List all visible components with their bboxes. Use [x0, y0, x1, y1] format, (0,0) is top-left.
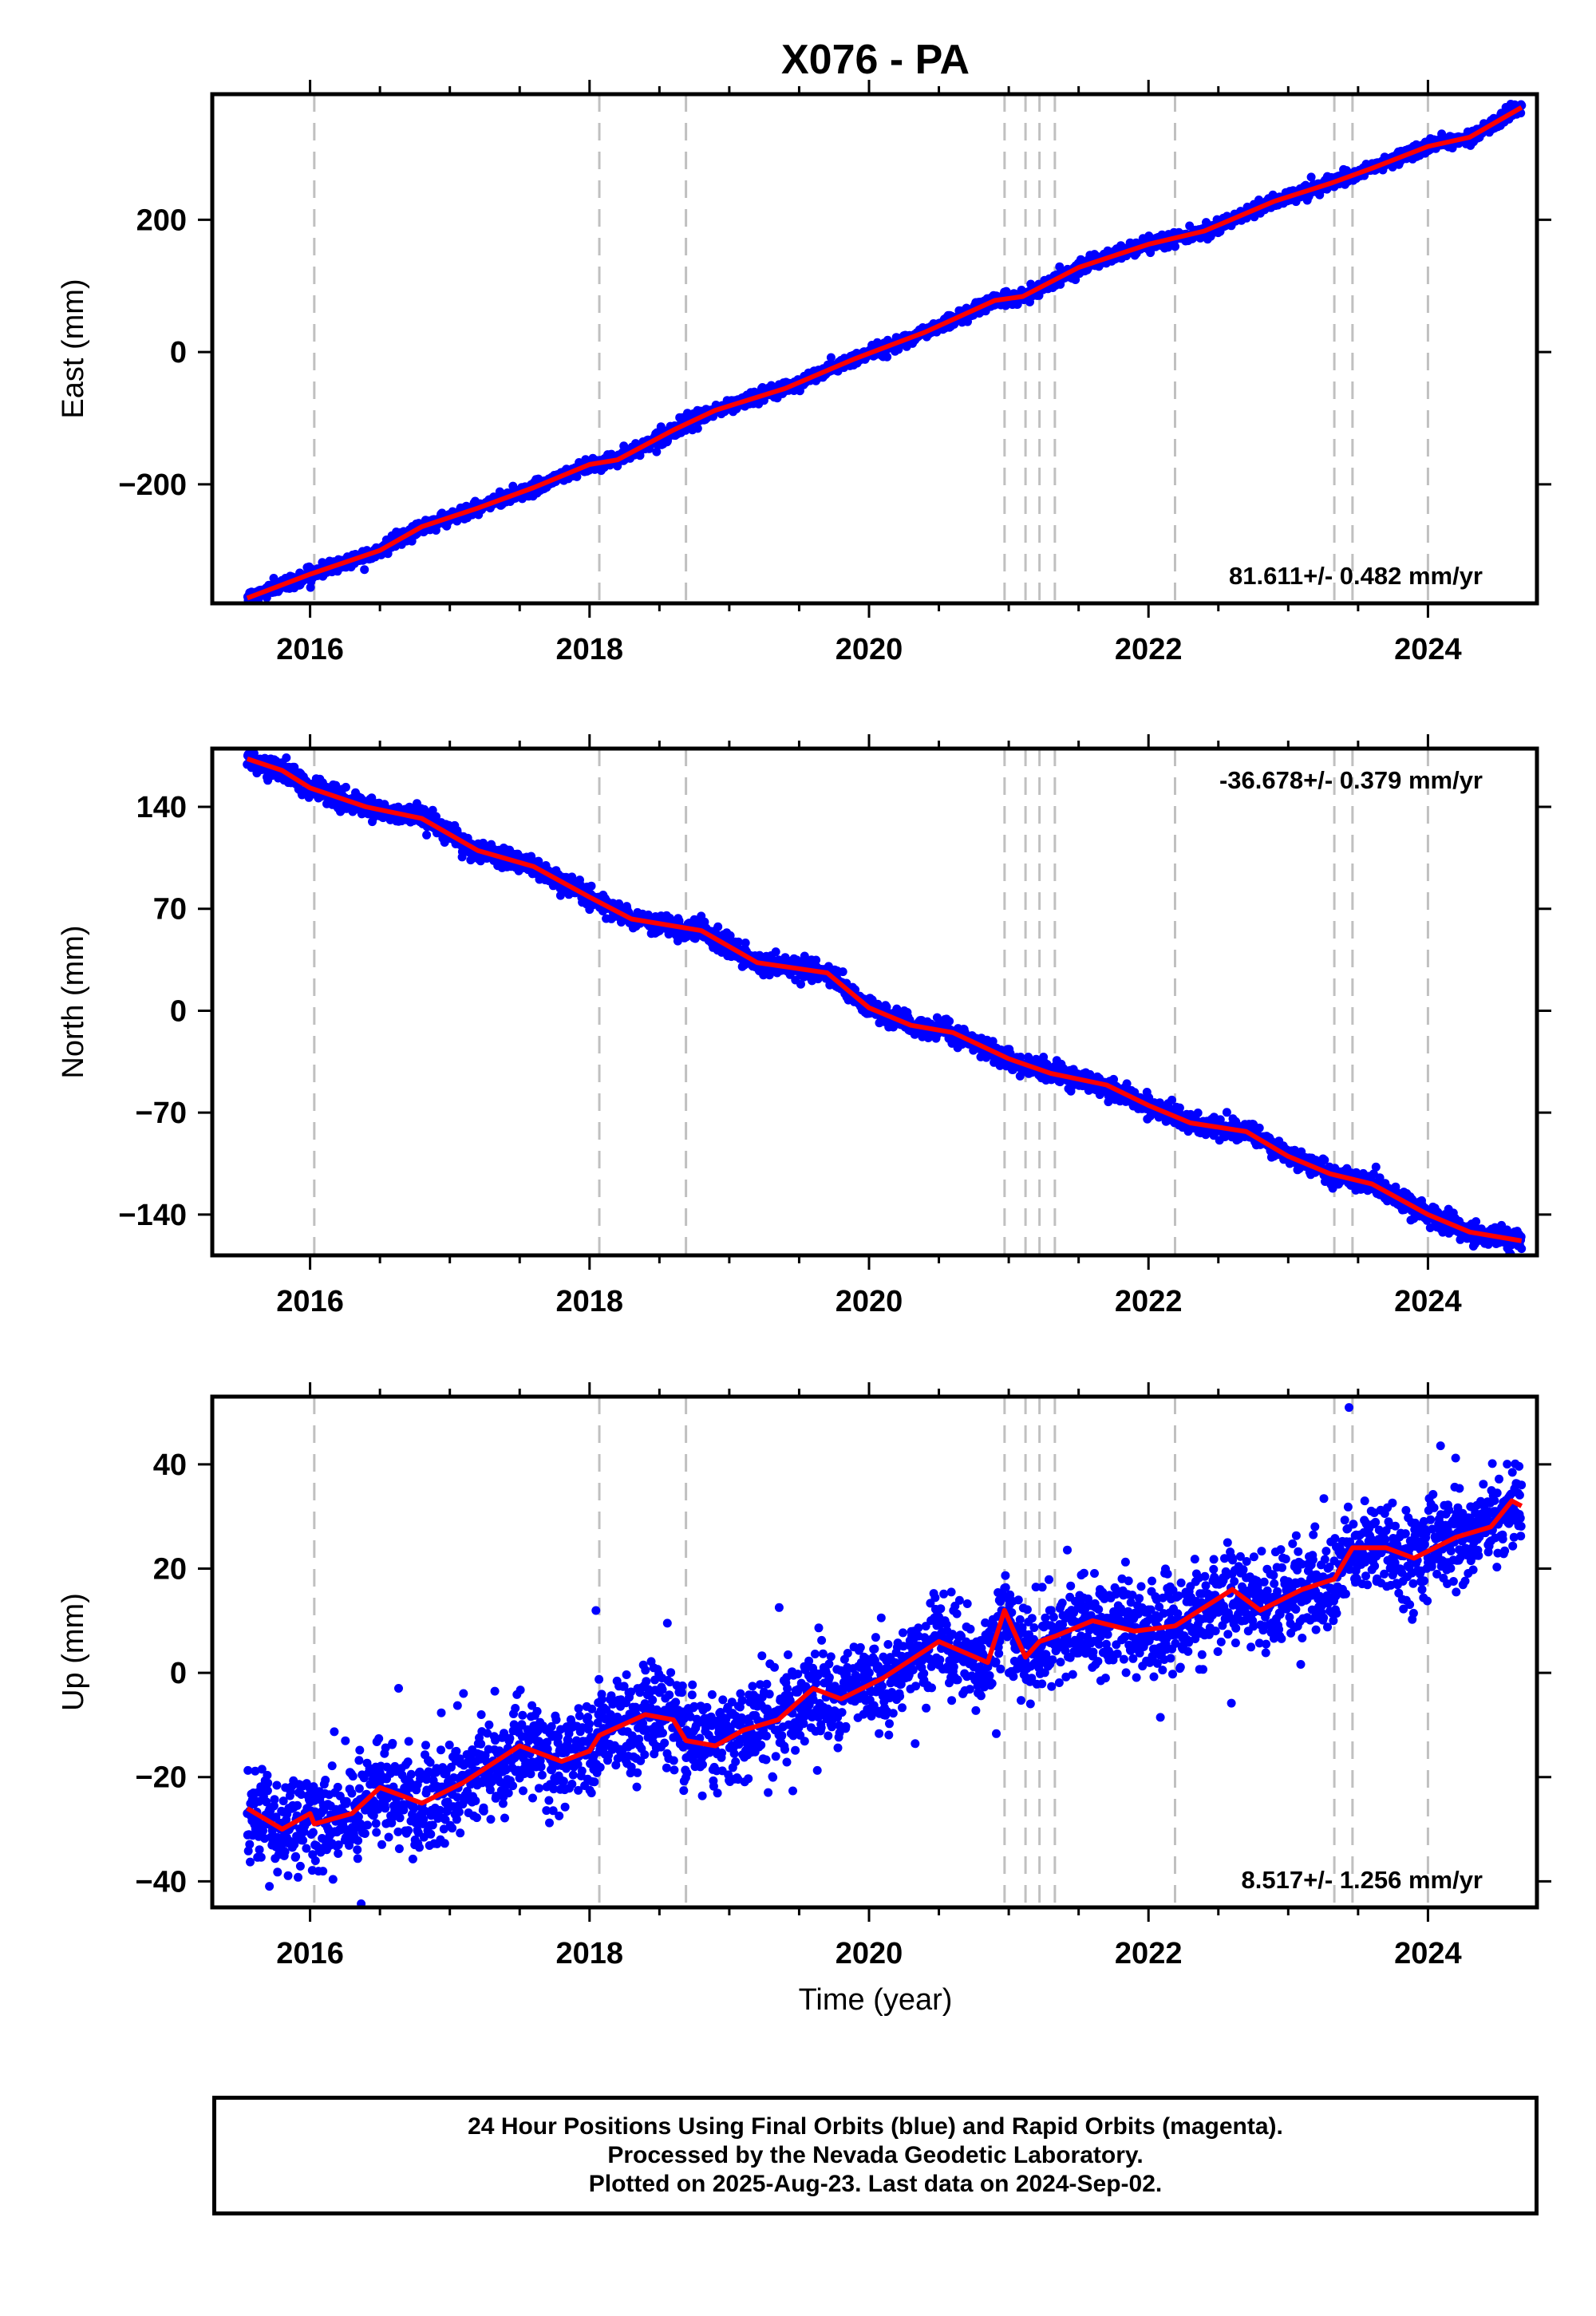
data-point: [1320, 1156, 1329, 1164]
data-point: [1215, 1115, 1225, 1124]
data-point: [1306, 172, 1316, 182]
data-point: [741, 939, 750, 947]
data-point: [796, 979, 805, 989]
data-point: [945, 1017, 954, 1026]
x-tick-label: 2022: [1115, 633, 1183, 666]
x-tick-label: 2024: [1394, 633, 1462, 666]
data-point: [838, 967, 847, 977]
data-point: [812, 955, 821, 965]
data-point: [1222, 1108, 1231, 1117]
fit-line: [246, 105, 1523, 601]
data-point: [673, 936, 682, 946]
data-point: [290, 762, 299, 772]
x-tick-label: 2018: [556, 633, 624, 666]
data-point: [1122, 1079, 1132, 1089]
data-point: [693, 424, 702, 433]
data-point: [567, 872, 577, 882]
data-point: [713, 922, 723, 931]
data-point: [1016, 1053, 1025, 1061]
rate-label: 81.611+/- 0.482 mm/yr: [1229, 562, 1483, 590]
data-point: [826, 353, 836, 362]
data-point: [883, 352, 892, 362]
panels-layer: 2016 2018 2020 2022 2024 −200 0 200 East (mm) 81.…: [57, 80, 1551, 1970]
data-point: [1109, 1074, 1118, 1084]
data-point: [1437, 129, 1447, 139]
data-point: [1193, 1109, 1203, 1117]
data-point: [534, 856, 543, 866]
data-point: [341, 782, 350, 792]
data-point: [1254, 1123, 1264, 1132]
data-point: [1371, 1162, 1381, 1172]
data-point: [572, 472, 582, 481]
data-point: [1167, 1095, 1176, 1105]
data-point: [674, 916, 684, 926]
data-point: [733, 937, 743, 947]
y-tick-label: 0: [170, 336, 187, 370]
data-point: [652, 447, 662, 456]
panel-east: 2016 2018 2020 2022 2024 −200 0 200 East (mm) 81.…: [57, 80, 1551, 666]
x-tick-label: 2016: [276, 633, 344, 666]
y-tick-label: 200: [136, 204, 187, 237]
chart-title: X076 - PA: [781, 37, 970, 83]
y-tick-label: −200: [118, 468, 187, 502]
data-point: [282, 753, 291, 762]
data-point: [1375, 1173, 1385, 1183]
y-axis-label: East (mm): [57, 279, 90, 418]
x-tick-label: 2020: [836, 633, 903, 666]
data-point: [771, 947, 780, 957]
data-point: [360, 565, 369, 575]
plot-frame: [210, 92, 1539, 606]
data-point: [1175, 1103, 1184, 1113]
data-point: [587, 881, 596, 891]
data-point: [1171, 242, 1179, 251]
data-point: [422, 830, 432, 840]
data-point: [432, 812, 440, 821]
data-point: [988, 1037, 998, 1046]
